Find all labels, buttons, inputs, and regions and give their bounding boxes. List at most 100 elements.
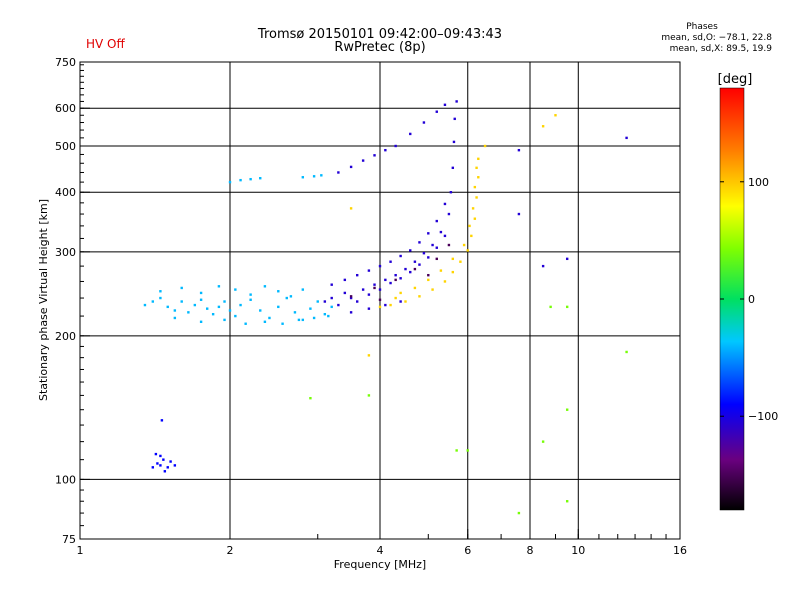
data-point	[173, 464, 177, 467]
x-tick-label: 4	[377, 544, 384, 557]
x-tick-label: 2	[227, 544, 234, 557]
data-point	[217, 305, 221, 309]
x-tick-label: 1	[77, 544, 84, 557]
colorbar-label: [deg]	[718, 72, 753, 87]
data-point	[156, 462, 159, 465]
data-point	[541, 125, 545, 128]
data-point	[517, 148, 521, 152]
data-point	[159, 290, 162, 293]
data-point	[455, 449, 458, 452]
data-point	[413, 267, 417, 271]
data-point	[205, 307, 209, 310]
data-point	[462, 243, 466, 247]
y-tick-label: 300	[55, 246, 76, 259]
data-point	[312, 175, 316, 178]
data-point	[323, 300, 327, 303]
data-point	[389, 281, 392, 285]
data-point	[427, 278, 430, 282]
data-point	[449, 191, 453, 194]
data-point	[263, 320, 267, 323]
data-point	[389, 303, 392, 307]
data-point	[309, 396, 312, 400]
data-point	[422, 252, 426, 255]
x-tick-label: 6	[464, 544, 471, 557]
data-point	[394, 144, 397, 148]
data-point	[330, 296, 333, 300]
x-axis-label: Frequency [MHz]	[334, 558, 426, 571]
y-axis-label: Stationary phase Virtual Height [km]	[37, 199, 50, 401]
data-point	[453, 117, 456, 121]
data-point	[394, 273, 397, 277]
data-point	[180, 300, 183, 303]
data-point	[517, 511, 521, 515]
data-point	[199, 298, 203, 301]
data-point	[187, 311, 190, 314]
data-point	[451, 270, 455, 274]
data-point	[435, 219, 438, 223]
data-point	[399, 254, 402, 258]
data-point	[418, 241, 421, 244]
data-point	[373, 283, 376, 286]
plot-grid	[80, 62, 680, 539]
data-point	[378, 288, 382, 291]
data-point	[389, 260, 392, 263]
chart-subtitle: RwPretec (8p)	[334, 40, 426, 55]
data-point	[471, 207, 475, 210]
phase-stats-heading: Phases	[686, 22, 718, 32]
data-point	[483, 144, 487, 148]
y-tick-label: 500	[55, 140, 76, 153]
colorbar-tick-label: 100	[748, 176, 769, 189]
data-point	[159, 296, 162, 300]
data-point	[384, 303, 387, 307]
data-point	[337, 303, 340, 307]
phase-stats-o: mean, sd,O: −78.1, 22.8	[661, 33, 772, 43]
data-point	[367, 394, 371, 397]
data-point	[404, 300, 407, 303]
data-point	[169, 460, 172, 463]
data-point	[159, 464, 162, 467]
data-point	[473, 217, 477, 220]
data-point	[228, 309, 232, 312]
data-point	[427, 273, 430, 277]
y-tick-label: 200	[55, 330, 76, 343]
data-point	[159, 454, 162, 458]
data-point	[166, 466, 169, 469]
data-point	[249, 177, 252, 181]
data-point	[349, 295, 353, 298]
data-point	[327, 314, 330, 318]
data-point	[475, 166, 478, 170]
data-point	[249, 293, 252, 296]
data-point	[330, 305, 333, 309]
colorbar-ticks: 100 0 −100	[720, 176, 778, 423]
data-point	[378, 264, 382, 268]
data-point	[418, 263, 421, 266]
data-point	[349, 296, 353, 300]
data-point	[285, 296, 288, 300]
data-point	[199, 291, 203, 295]
data-point	[154, 452, 158, 456]
status-label: HV Off	[86, 37, 125, 51]
data-point	[323, 312, 327, 316]
data-point	[180, 286, 183, 290]
data-point	[470, 234, 473, 238]
data-point	[301, 288, 305, 291]
data-point	[447, 212, 451, 216]
phase-stats: Phases mean, sd,O: −78.1, 22.8 mean, sd,…	[572, 22, 772, 55]
data-point	[151, 466, 155, 469]
data-point	[199, 320, 203, 323]
data-point	[223, 300, 226, 303]
data-point	[466, 249, 469, 252]
data-point	[166, 305, 169, 309]
data-point	[173, 316, 177, 320]
data-point	[343, 291, 347, 295]
data-point	[277, 290, 280, 293]
chart-title: Tromsø 20150101 09:42:00–09:43:43	[257, 27, 503, 42]
data-point	[443, 280, 447, 283]
y-tick-label: 600	[55, 102, 76, 115]
data-point	[217, 285, 221, 288]
x-tick-label: 10	[571, 544, 585, 557]
y-tick-label: 100	[55, 473, 76, 486]
data-point	[259, 309, 262, 312]
x-tick-label: 8	[527, 544, 534, 557]
